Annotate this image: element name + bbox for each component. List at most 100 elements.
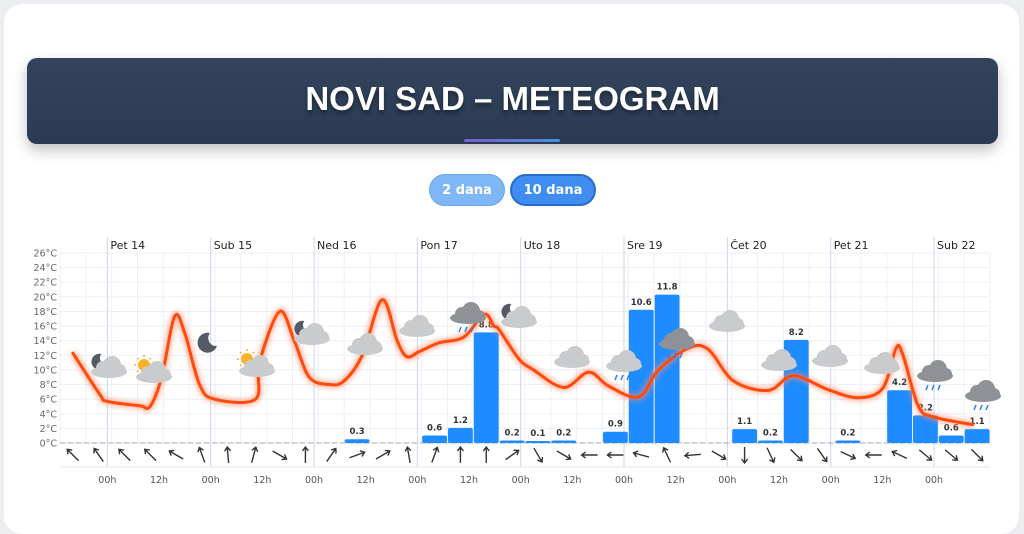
wind-arrow-icon (970, 448, 984, 462)
precip-label: 10.6 (631, 298, 652, 308)
sun-cloud-icon (237, 349, 275, 377)
y-tick-label: 10°C (34, 365, 58, 376)
hour-label: 00h (925, 475, 943, 486)
precip-bar (448, 427, 473, 443)
cloud-icon (399, 315, 435, 337)
day-label: Pon 17 (420, 239, 457, 252)
rain-cloud-icon (606, 350, 642, 381)
range-10-days-button[interactable]: 10 dana (510, 174, 596, 206)
y-tick-label: 18°C (34, 307, 58, 318)
y-tick-label: 16°C (34, 322, 58, 333)
hour-label: 12h (253, 475, 271, 486)
precip-bar (422, 435, 447, 443)
hour-label: 12h (770, 475, 788, 486)
wind-arrow-icon (840, 450, 857, 461)
wind-arrow-icon (864, 451, 882, 459)
precip-bar (499, 440, 525, 443)
cloud-icon (347, 333, 383, 355)
wind-arrow-icon (93, 447, 104, 462)
hour-label: 00h (98, 475, 116, 486)
y-tick-label: 0°C (40, 439, 58, 450)
precip-bar (938, 435, 964, 443)
cloud-icon (761, 349, 797, 371)
precip-bar (732, 429, 757, 443)
day-label: Sub 22 (937, 239, 975, 252)
precip-label: 8.8 (479, 320, 494, 330)
y-tick-label: 22°C (34, 278, 58, 289)
wind-arrow-icon (944, 449, 959, 461)
title-underline (464, 139, 560, 142)
wind-arrow-icon (482, 445, 490, 463)
hour-label: 12h (460, 475, 478, 486)
precip-bar (473, 332, 499, 443)
wind-arrow-icon (223, 445, 232, 464)
precip-bar (964, 429, 990, 443)
wind-arrow-icon (251, 446, 259, 463)
precip-label: 0.2 (763, 428, 778, 438)
moon-icon (197, 332, 217, 353)
precip-label: 1.1 (970, 417, 985, 427)
day-label: Uto 18 (524, 239, 561, 252)
precip-bar (913, 415, 938, 443)
precip-label: 1.2 (453, 416, 468, 426)
hour-label: 00h (408, 475, 426, 486)
y-tick-label: 8°C (40, 380, 58, 391)
wind-arrow-icon (533, 447, 544, 463)
hour-label: 00h (202, 475, 220, 486)
wind-arrow-icon (118, 448, 131, 462)
precip-label: 0.2 (556, 428, 571, 438)
temperature-line (71, 298, 975, 427)
hour-label: 12h (357, 475, 375, 486)
rain-cloud-icon (450, 302, 486, 333)
hour-label: 12h (563, 475, 581, 486)
precip-label: 0.2 (505, 428, 520, 438)
hour-label: 12h (150, 475, 168, 486)
wind-arrow-icon (918, 449, 933, 461)
wind-arrow-icon (711, 450, 727, 461)
precip-label: 1.1 (737, 417, 752, 427)
moon-cloud-icon (91, 353, 127, 378)
hour-label: 00h (718, 475, 736, 486)
title-banner: NOVI SAD – METEOGRAM (27, 58, 998, 144)
precip-label: 0.6 (427, 423, 442, 433)
y-tick-label: 12°C (34, 351, 58, 362)
page-title: NOVI SAD – METEOGRAM (305, 80, 720, 117)
wind-arrow-icon (456, 445, 464, 463)
wind-arrow-icon (168, 449, 184, 460)
precip-label: 11.8 (657, 283, 678, 293)
moon-cloud-icon (501, 303, 537, 328)
precip-label: 2.2 (918, 403, 933, 413)
wind-arrow-icon (505, 449, 520, 461)
day-label: Sre 19 (627, 239, 663, 252)
moon-cloud-icon (294, 320, 330, 345)
precip-bar (551, 440, 577, 443)
y-tick-label: 26°C (34, 249, 58, 260)
cloud-icon (554, 346, 590, 368)
precip-label: 0.9 (608, 420, 623, 430)
day-label: Pet 14 (110, 239, 145, 252)
wind-arrow-icon (431, 446, 440, 463)
precip-label: 0.1 (530, 429, 545, 439)
wind-arrow-icon (606, 451, 624, 459)
rain-cloud-icon (965, 380, 1001, 411)
hour-label: 12h (873, 475, 891, 486)
sun-cloud-icon (134, 355, 172, 383)
wind-arrow-icon (891, 449, 908, 460)
y-tick-label: 2°C (40, 424, 58, 435)
day-label: Ned 16 (317, 239, 356, 252)
wind-arrow-icon (197, 446, 206, 463)
y-tick-label: 14°C (34, 336, 58, 347)
wind-arrow-icon (301, 445, 309, 463)
wind-arrow-icon (683, 451, 701, 459)
wind-arrow-icon (766, 447, 776, 464)
wind-arrow-icon (632, 450, 650, 458)
rain-cloud-icon (917, 360, 953, 391)
wind-arrow-icon (349, 450, 366, 459)
precip-bar (344, 439, 370, 443)
wind-arrow-icon (66, 448, 80, 462)
day-label: Pet 21 (834, 239, 869, 252)
range-2-days-button[interactable]: 2 dana (429, 174, 505, 206)
y-tick-label: 4°C (40, 409, 58, 420)
day-label: Sub 15 (214, 239, 252, 252)
